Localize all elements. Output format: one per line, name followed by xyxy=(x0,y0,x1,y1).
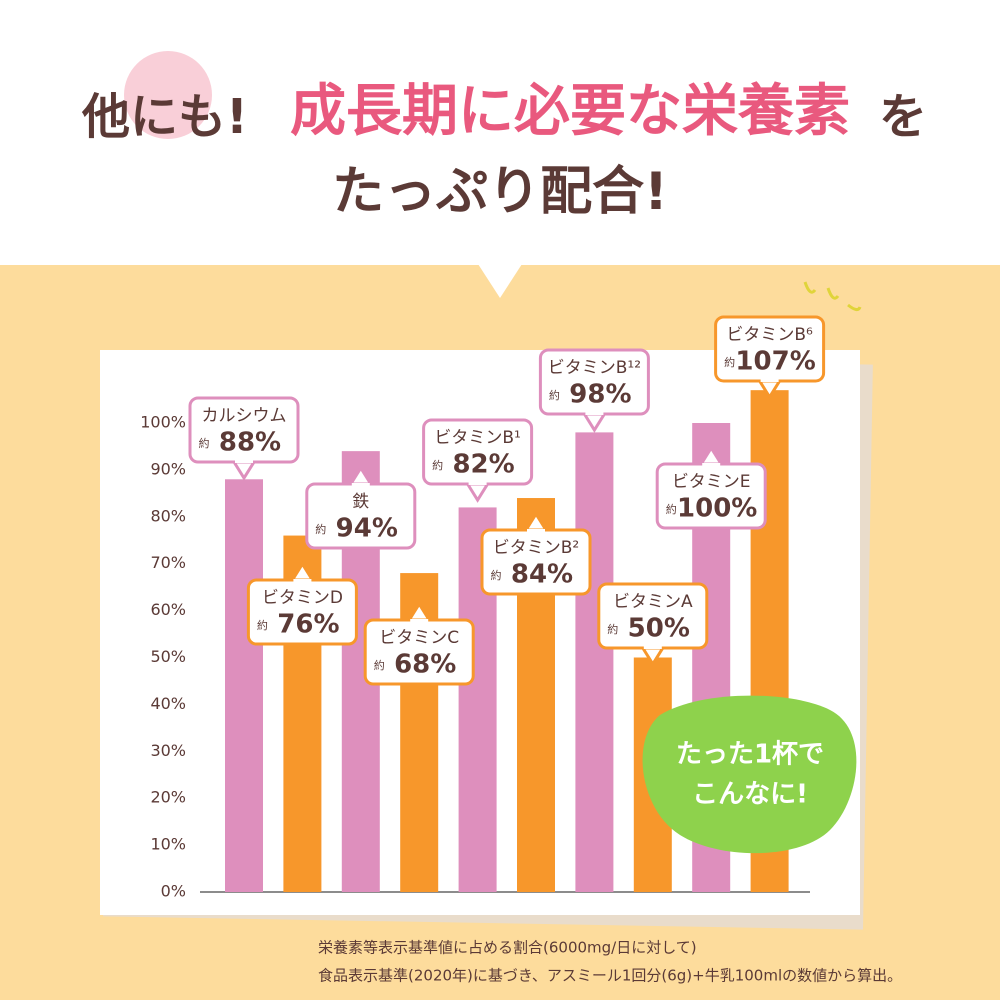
callout: 鉄約 94% xyxy=(305,465,417,550)
y-tick-label: 10% xyxy=(150,835,186,854)
value-label: 107% xyxy=(735,347,815,377)
value-label: 98% xyxy=(569,380,631,410)
value-label: 50% xyxy=(628,614,690,644)
approx-label: 約 xyxy=(724,355,735,369)
category-label: ビタミンB¹² xyxy=(548,358,641,378)
y-tick-label: 100% xyxy=(140,413,186,432)
approx-label: 約 xyxy=(374,658,385,672)
value-label: 84% xyxy=(511,560,573,590)
callout-mask xyxy=(527,529,545,533)
value-label: 68% xyxy=(394,650,456,680)
value-label: 100% xyxy=(677,494,757,524)
annotation-line: たった1杯で xyxy=(676,740,824,770)
category-label: ビタミンA xyxy=(613,592,693,612)
callout-mask xyxy=(702,463,721,467)
callout: ビタミンD 約 76% xyxy=(246,561,358,646)
y-tick-label: 70% xyxy=(150,553,186,572)
callout: ビタミンA 約 50% xyxy=(597,582,709,667)
y-tick-label: 40% xyxy=(150,694,186,713)
callout: ビタミンE 約 100% xyxy=(655,445,767,530)
annotation-blob xyxy=(642,695,857,854)
footnote: 栄養素等表示基準値に占める割合(6000mg/日に対して) xyxy=(318,939,697,957)
approx-label: 約 xyxy=(491,568,502,582)
sparkle xyxy=(803,281,862,312)
callout: ビタミンB² 約 84% xyxy=(480,511,592,596)
category-label: ビタミンB¹ xyxy=(434,428,520,448)
callout: ビタミンB⁶ 約 107% xyxy=(714,315,826,400)
category-label: ビタミンC xyxy=(379,628,459,648)
y-tick-label: 50% xyxy=(150,647,186,666)
callout-mask xyxy=(293,579,312,583)
approx-label: 約 xyxy=(607,622,618,636)
flower xyxy=(124,51,212,139)
category-label: 鉄 xyxy=(352,492,369,512)
category-label: ビタミンD xyxy=(262,588,343,608)
y-tick-label: 20% xyxy=(150,788,186,807)
callout-mask xyxy=(585,411,604,415)
annotation-line: こんなに! xyxy=(692,780,808,810)
bar xyxy=(225,479,263,892)
title-tail: を xyxy=(879,89,927,145)
y-tick-label: 90% xyxy=(150,459,186,478)
callout: ビタミンB¹² 約 98% xyxy=(538,348,650,433)
value-label: 94% xyxy=(336,514,398,544)
category-label: ビタミンB² xyxy=(493,538,579,558)
value-label: 76% xyxy=(277,610,339,640)
bar xyxy=(575,432,614,892)
approx-label: 約 xyxy=(666,502,677,516)
approx-label: 約 xyxy=(199,436,210,450)
category-label: ビタミンB⁶ xyxy=(726,325,813,345)
y-tick-label: 60% xyxy=(150,600,186,619)
pointer xyxy=(478,264,522,298)
approx-label: 約 xyxy=(549,388,560,402)
value-label: 88% xyxy=(219,428,281,458)
callout-mask xyxy=(468,481,487,485)
callout: ビタミンC 約 68% xyxy=(363,601,475,686)
callout-mask xyxy=(643,645,662,649)
callout-mask xyxy=(235,459,253,463)
y-tick-label: 0% xyxy=(161,882,186,901)
category-label: カルシウム xyxy=(202,406,287,426)
callout-mask xyxy=(410,619,429,623)
subtitle: たっぷり配合! xyxy=(332,162,668,222)
category-label: ビタミンE xyxy=(672,472,751,492)
approx-label: 約 xyxy=(432,458,443,472)
callout: ビタミンB¹ 約 82% xyxy=(422,418,534,503)
callout-mask xyxy=(351,483,370,487)
value-label: 82% xyxy=(452,450,514,480)
approx-label: 約 xyxy=(315,522,326,536)
approx-label: 約 xyxy=(257,618,268,632)
y-tick-label: 30% xyxy=(150,741,186,760)
footnote: 食品表示基準(2020年)に基づき、アスミール1回分(6g)+牛乳100mlの数… xyxy=(318,967,902,985)
callout-mask xyxy=(760,378,779,382)
title-lead: 他にも! xyxy=(81,89,248,145)
y-tick-label: 80% xyxy=(150,506,186,525)
title: 成長期に必要な栄養素 xyxy=(290,79,850,144)
